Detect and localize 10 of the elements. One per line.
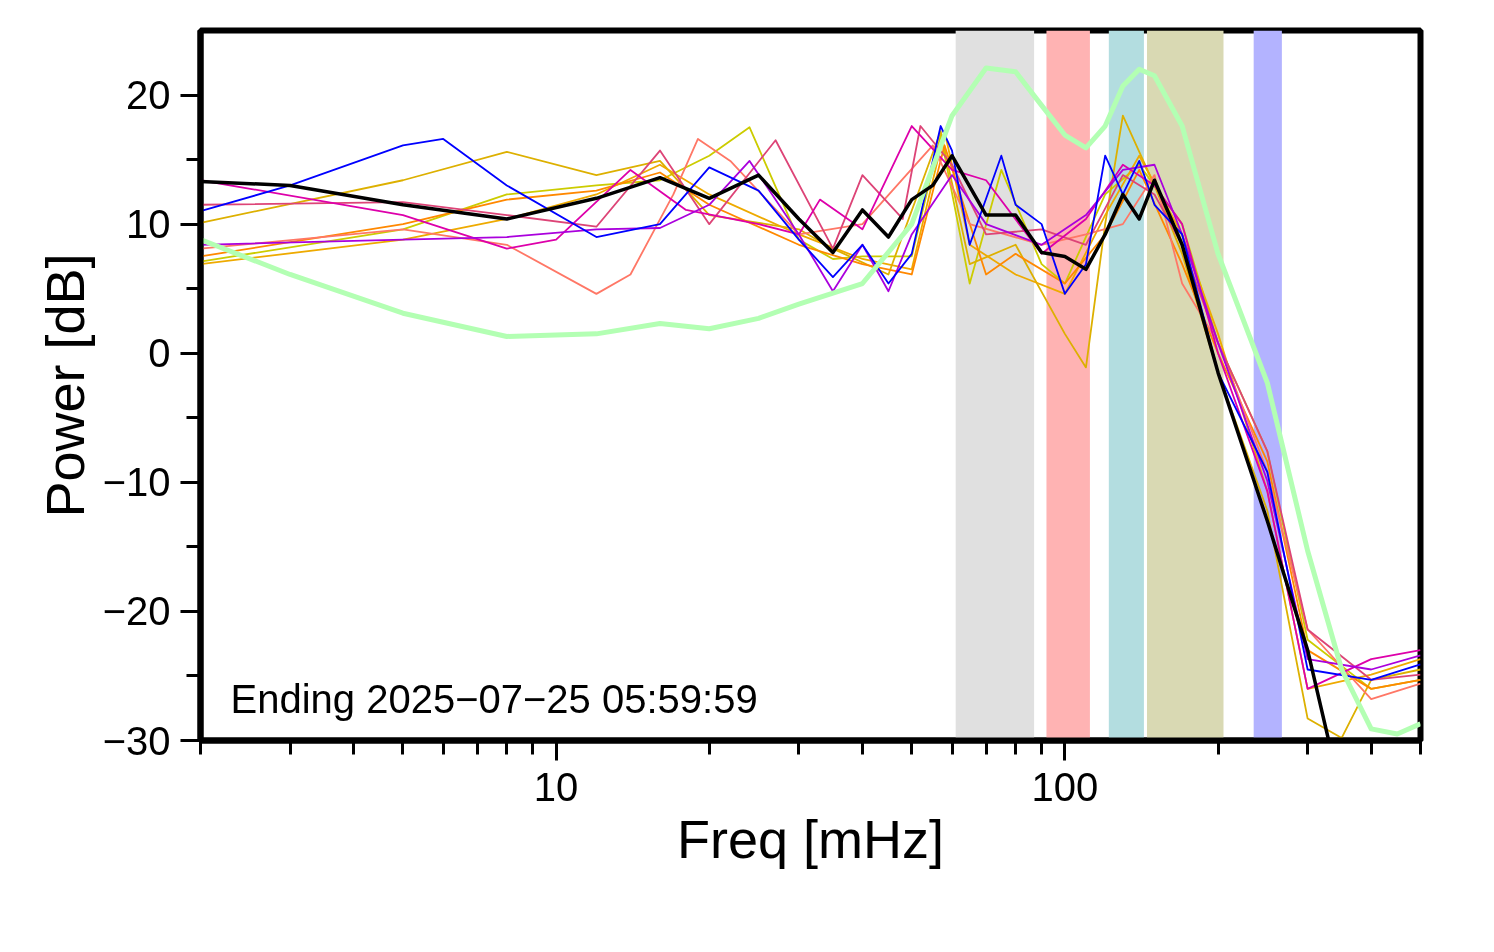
y-tick-label: −30 [102, 718, 171, 763]
annotation: Ending 2025−07−25 05:59:59 [230, 676, 758, 721]
y-axis-title: Power [dB] [34, 253, 95, 518]
y-tick-label: 0 [148, 331, 171, 376]
y-tick-label: 20 [126, 73, 171, 118]
y-tick-label: −10 [102, 460, 171, 505]
y-tick-label: 10 [126, 202, 171, 247]
y-tick-label: −20 [102, 589, 171, 634]
x-tick-label: 100 [1031, 764, 1099, 809]
x-axis-title: Freq [mHz] [676, 808, 945, 869]
